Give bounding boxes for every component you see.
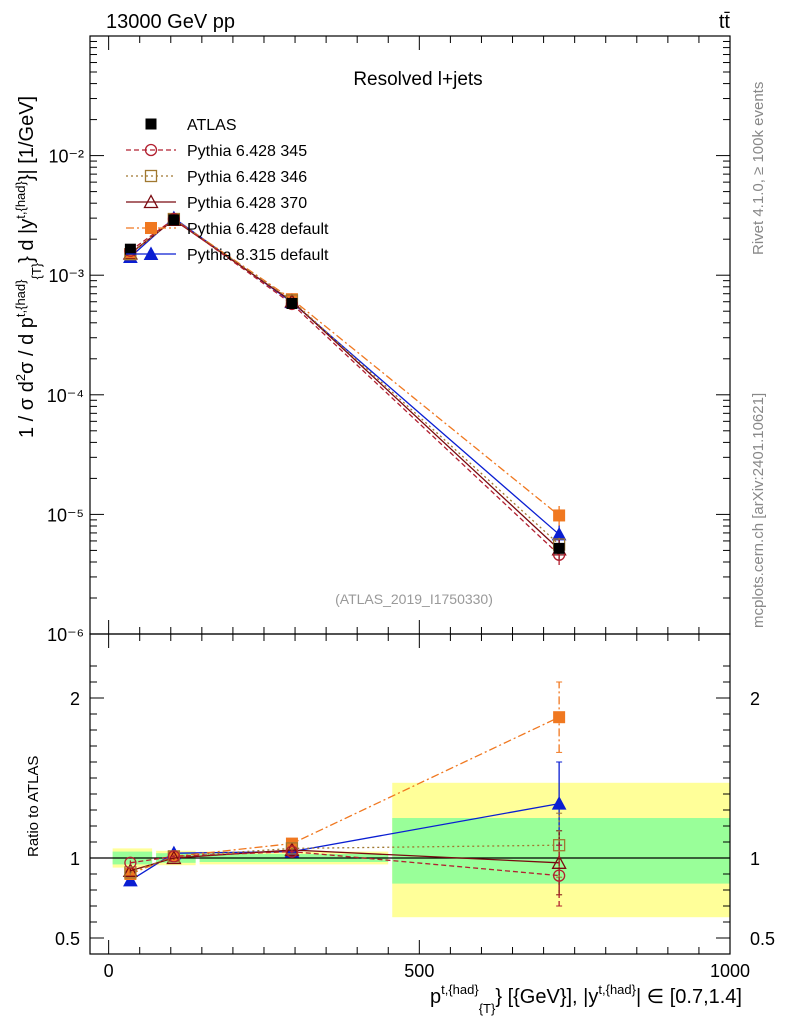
ratio-line bbox=[130, 850, 560, 877]
ratio-y-axis-label: Ratio to ATLAS bbox=[25, 756, 42, 857]
ratio-point bbox=[124, 856, 137, 869]
series-line bbox=[129, 219, 560, 550]
ratio-line bbox=[130, 844, 560, 874]
legend-marker bbox=[143, 246, 159, 260]
x-label-p: p bbox=[430, 986, 441, 1008]
y-tick-label: 10⁻⁶ bbox=[47, 625, 84, 645]
legend-item: Pythia 6.428 370 bbox=[126, 194, 307, 212]
atlas-point bbox=[168, 214, 180, 226]
ratio-point bbox=[553, 711, 566, 724]
ratio-point bbox=[285, 845, 299, 858]
series-pythia-6-428-370 bbox=[122, 212, 567, 560]
ratio-y-tick-label-right: 2 bbox=[750, 689, 760, 709]
legend-item: Pythia 8.315 default bbox=[126, 246, 329, 264]
legend-marker bbox=[144, 169, 158, 183]
y-tick-label: 10⁻² bbox=[48, 147, 84, 167]
ratio-plot: 0.5 0.5 1 1 2 2 0 500 1000 bbox=[55, 633, 775, 981]
ratio-line bbox=[130, 716, 560, 875]
x-tick-label: 1000 bbox=[710, 961, 750, 981]
ratio-point bbox=[122, 862, 138, 877]
ratio-point bbox=[285, 842, 299, 855]
atlas-point bbox=[553, 542, 565, 554]
atlas-point bbox=[124, 243, 136, 255]
y-tick-label: 10⁻⁵ bbox=[47, 505, 84, 525]
legend-label: Pythia 6.428 346 bbox=[187, 169, 307, 186]
x-label-end: | ∈ [0.7,1.4] bbox=[636, 986, 742, 1008]
x-axis-label: pt,{had}{T}} [{GeV}], |yt,{had}| ∈ [0.7,… bbox=[430, 982, 742, 1016]
ratio-y-tick-label-right: 0.5 bbox=[750, 929, 775, 949]
x-label-rest: } [{GeV}], |y bbox=[495, 986, 598, 1008]
ratio-point bbox=[552, 839, 566, 852]
main-plot: 10⁻⁶ 10⁻⁵ 10⁻⁴ 10⁻³ 10⁻² Resolved l+jets (AT… bbox=[47, 35, 731, 645]
process-label: tt̄ bbox=[719, 11, 731, 33]
x-label-sub: {T} bbox=[479, 1001, 496, 1016]
legend-item: Pythia 6.428 default bbox=[126, 221, 329, 238]
atlas-point bbox=[286, 297, 298, 309]
series-line bbox=[130, 218, 560, 556]
series-atlas bbox=[124, 214, 565, 554]
legend-marker bbox=[143, 194, 159, 209]
legend-marker bbox=[145, 118, 157, 130]
ratio-series-pythia-6-428-345 bbox=[124, 844, 566, 907]
legend-marker bbox=[144, 143, 158, 157]
x-tick-label: 500 bbox=[404, 961, 434, 981]
ratio-y-tick-label: 1 bbox=[70, 849, 80, 869]
ratio-y-tick-label: 2 bbox=[70, 689, 80, 709]
series-pythia-6-428-345 bbox=[124, 212, 566, 566]
ratio-point bbox=[551, 796, 567, 810]
energy-label: 13000 GeV pp bbox=[106, 11, 235, 33]
ratio-point bbox=[552, 869, 566, 882]
x-tick-label: 0 bbox=[104, 961, 114, 981]
analysis-id: (ATLAS_2019_I1750330) bbox=[335, 591, 493, 607]
ratio-point bbox=[124, 866, 137, 879]
x-label-sup2: t,{had} bbox=[598, 982, 636, 997]
legend-marker bbox=[145, 222, 157, 234]
ratio-y-tick-label: 0.5 bbox=[55, 929, 80, 949]
legend-label: Pythia 8.315 default bbox=[187, 247, 329, 264]
legend-label: Pythia 6.428 default bbox=[187, 221, 329, 238]
series-line bbox=[129, 218, 560, 545]
ratio-y-tick-label-right: 1 bbox=[750, 849, 760, 869]
y-axis-label: 1 / σ d2σ / d pt,{had}{T}} d |yt,{had}}|… bbox=[13, 96, 44, 438]
series-line bbox=[129, 217, 560, 535]
rivet-label: Rivet 4.1.0, ≥ 100k events bbox=[750, 82, 767, 255]
legend-item: ATLAS bbox=[145, 117, 237, 134]
ratio-point bbox=[551, 854, 567, 869]
series-point bbox=[553, 509, 566, 522]
x-label-sup: t,{had} bbox=[441, 982, 479, 997]
mcplots-label: mcplots.cern.ch [arXiv:2401.10621] bbox=[750, 393, 767, 628]
ratio-line bbox=[130, 849, 560, 872]
plot-title: Resolved l+jets bbox=[353, 69, 482, 90]
main-plot-frame bbox=[89, 35, 731, 635]
legend-item: Pythia 6.428 345 bbox=[126, 143, 307, 160]
legend-label: Pythia 6.428 345 bbox=[187, 143, 307, 160]
legend: ATLAS Pythia 6.428 345 Pythia 6.428 346 Pyt… bbox=[126, 117, 329, 264]
ratio-point bbox=[284, 842, 300, 857]
legend-item: Pythia 6.428 346 bbox=[126, 169, 307, 186]
legend-label: ATLAS bbox=[187, 117, 237, 134]
ratio-point bbox=[167, 850, 181, 863]
series-pythia-6-428-346 bbox=[124, 212, 566, 555]
y-tick-label: 10⁻⁴ bbox=[47, 386, 84, 406]
legend-label: Pythia 6.428 370 bbox=[187, 195, 307, 212]
y-tick-label: 10⁻³ bbox=[48, 266, 84, 286]
